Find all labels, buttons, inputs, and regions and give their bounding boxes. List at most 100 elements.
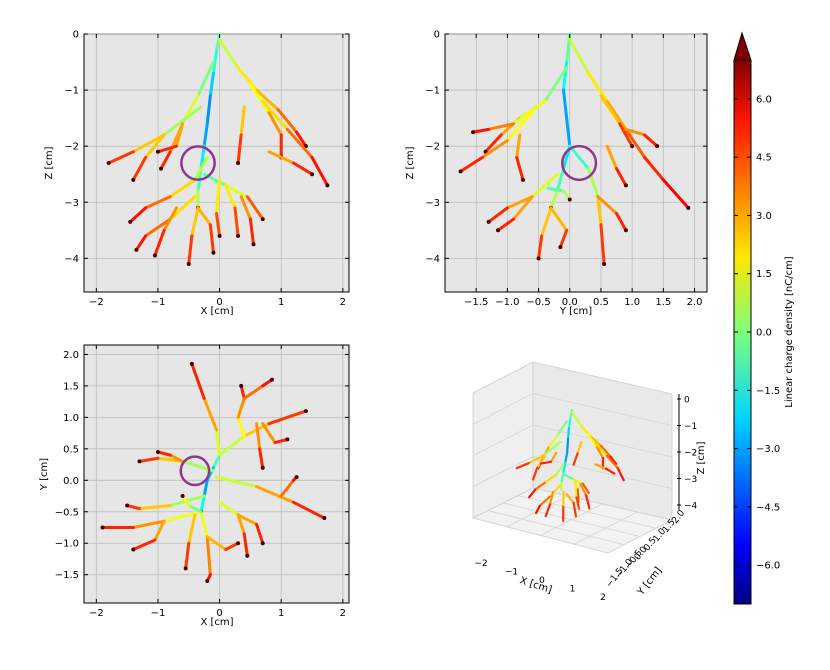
p3-branch-segment (218, 434, 246, 457)
3d-branch-segment (609, 455, 618, 465)
p3-branch-segment (131, 538, 157, 552)
p2-branch-segment (515, 155, 525, 182)
p2-branch-segment (480, 139, 509, 159)
p3-branch-segment (258, 447, 265, 470)
p1-branch-segment (248, 82, 271, 115)
p1-branch-segment (292, 161, 314, 176)
p1-branch-segment (107, 150, 135, 165)
3d-branch-segment (547, 434, 559, 449)
colorbar-ticks: 6.0 4.5 3.0 1.5 0.0 −1.5 −3.0 −4.5 −6.0 (734, 94, 780, 572)
3d-z-gridline (532, 393, 673, 426)
p1-y-tick-label: −3 (64, 198, 79, 209)
p3-branch-segment (199, 510, 209, 539)
p3-x-tick-label: 2 (340, 608, 346, 619)
p1-branch-tip (217, 233, 222, 238)
p2-branch-segment (599, 94, 622, 126)
p2-branch-segment (546, 186, 566, 193)
xz-axes-background (83, 33, 350, 293)
3d-x-label: X [cm] (518, 575, 553, 596)
xy-ticks: −2 −1 0 1 2 2.0 1.5 1.0 0.5 0.0 −0.5 −1.0 −1.5 (55, 345, 349, 619)
p3-y-tick-label: 1.0 (63, 413, 79, 424)
p1-branch-tip (325, 183, 330, 188)
3d-branch-segment (527, 454, 545, 465)
p1-branch-segment (162, 206, 178, 232)
3d-branch-segment (544, 503, 552, 518)
p3-branch-segment (255, 485, 296, 504)
3d-branch-segment (593, 441, 608, 457)
p2-branch-segment (512, 99, 547, 126)
p2-branch-segment (605, 144, 619, 171)
p3-x-tick-label: 1 (278, 608, 284, 619)
p2-branch-segment (615, 211, 628, 232)
3d-branch-segment (562, 461, 567, 474)
p2-branch-segment (515, 133, 522, 159)
p1-branch-tip (251, 242, 256, 247)
p3-branch-segment (239, 384, 246, 400)
yz-y-label: Z [cm] (405, 146, 416, 179)
colorbar-tick-label: 4.5 (756, 153, 772, 164)
p3-branch-segment (242, 384, 265, 400)
p1-branch-segment (162, 105, 203, 137)
p1-branch-segment (144, 217, 172, 238)
3d-z-tick-label: −4 (684, 502, 698, 512)
3d-z-tick-label: −2 (684, 449, 697, 459)
3d-branch-segment (599, 444, 612, 458)
p3-y-tick-label: −1.0 (55, 539, 79, 550)
p2-branch-segment (505, 195, 534, 210)
p3-branch-tip (260, 541, 265, 546)
3d-branch-segment (566, 437, 570, 454)
p3-branch-segment (218, 500, 240, 517)
p3-y-tick-label: 1.5 (63, 381, 79, 392)
p3-branch-segment (168, 453, 185, 463)
3d-z-tick-label: −3 (684, 475, 697, 485)
p1-branch-segment (239, 105, 246, 137)
p1-branch-segment (261, 99, 289, 131)
p1-branch-tip (134, 247, 139, 252)
p1-branch-segment (168, 178, 197, 199)
p3-x-tick-label: −1 (151, 608, 166, 619)
3d-branch-segment (549, 451, 558, 463)
p3-branch-tip (189, 361, 194, 366)
3d-branch-segment (564, 451, 569, 464)
p2-branch-segment (624, 127, 647, 159)
p1-x-tick-label: −1 (151, 297, 166, 308)
p2-branch-segment (568, 144, 590, 171)
p2-branch-tip (567, 197, 572, 202)
3d-branch-segment (589, 435, 603, 447)
3d-branch-segment (534, 481, 546, 491)
3d-branch-segment (570, 411, 583, 427)
3d-branch-segment (572, 501, 578, 518)
p1-branch-segment (255, 88, 280, 112)
3d-branch-segment (616, 467, 625, 482)
yz-axes-background (444, 33, 708, 293)
colorbar-tick-label: −4.5 (756, 502, 780, 513)
p1-branch-segment (134, 234, 148, 252)
p1-branch-tip (155, 149, 160, 154)
3d-floor-gridline (532, 487, 673, 521)
p3-branch-segment (137, 503, 172, 511)
p2-branch-segment (565, 116, 572, 148)
p3-y-tick-label: −1.5 (55, 570, 79, 581)
colorbar: 6.0 4.5 3.0 1.5 0.0 −1.5 −3.0 −4.5 −6.0 Linear c… (733, 31, 795, 605)
3d-branch-segment (542, 440, 562, 457)
p2-branch-segment (530, 172, 559, 199)
3d-view-plot: −2−10122.01.51.00.50.0−0.5−1.0−1.50−1−2−… (471, 361, 707, 603)
colorbar-tick-label: 0.0 (756, 328, 772, 339)
p2-branch-segment (540, 206, 553, 238)
p1-branch-segment (224, 183, 237, 210)
p1-branch-segment (215, 32, 222, 53)
colorbar-tick-label: 1.5 (756, 269, 772, 280)
p2-branch-segment (537, 234, 544, 260)
p3-branch-segment (236, 513, 259, 526)
3d-branch-segment (594, 463, 608, 470)
3d-floor-gridline-2 (574, 511, 638, 545)
p2-branch-segment (505, 111, 534, 143)
p1-branch-segment (159, 150, 172, 171)
colorbar-tick-label: −3.0 (756, 444, 780, 455)
p2-branch-segment (487, 122, 516, 131)
p3-branch-segment (242, 532, 249, 558)
p2-branch-tip (496, 228, 501, 233)
p2-y-tick-label: 0 (434, 30, 440, 41)
p1-branch-segment (233, 206, 240, 238)
3d-branch-segment (543, 473, 558, 484)
